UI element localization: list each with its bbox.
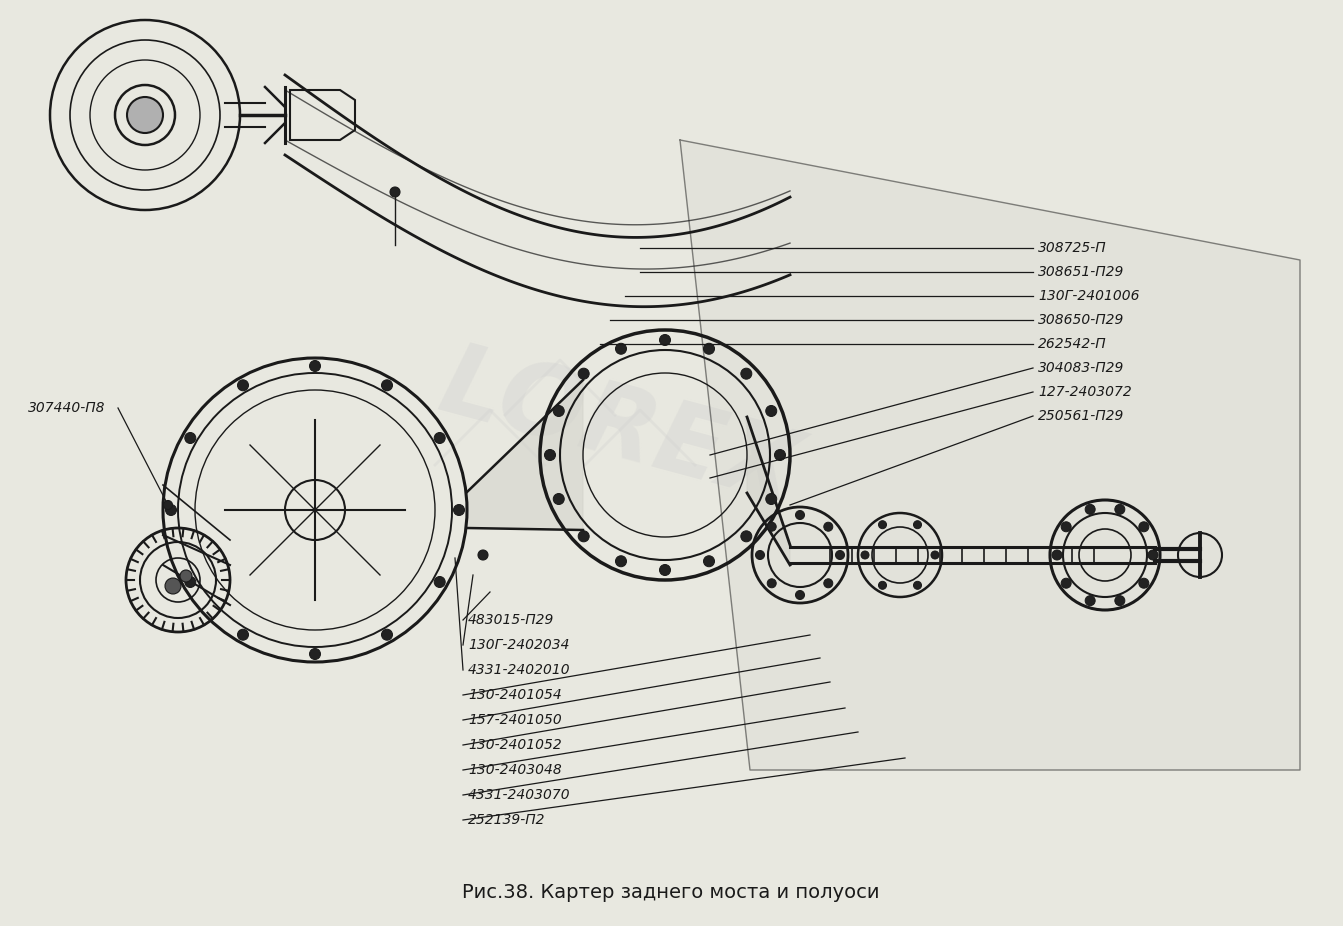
Text: 308651-П29: 308651-П29 xyxy=(1038,265,1124,279)
Text: 4331-2402010: 4331-2402010 xyxy=(467,663,571,677)
Text: 262542-П: 262542-П xyxy=(1038,337,1107,351)
Text: 252139-П2: 252139-П2 xyxy=(467,813,545,827)
Circle shape xyxy=(767,579,776,588)
Circle shape xyxy=(165,505,176,516)
Circle shape xyxy=(741,531,752,542)
Circle shape xyxy=(861,551,869,559)
Circle shape xyxy=(1061,521,1072,532)
Circle shape xyxy=(931,551,939,559)
Text: 4331-2403070: 4331-2403070 xyxy=(467,788,571,802)
Circle shape xyxy=(434,432,446,444)
Circle shape xyxy=(1115,505,1125,514)
Circle shape xyxy=(1061,578,1072,588)
Circle shape xyxy=(381,629,392,640)
Text: 127-2403072: 127-2403072 xyxy=(1038,385,1132,399)
Circle shape xyxy=(389,187,400,197)
Circle shape xyxy=(238,629,248,640)
Circle shape xyxy=(1139,521,1148,532)
Circle shape xyxy=(381,380,392,391)
Circle shape xyxy=(579,369,590,379)
Circle shape xyxy=(553,494,564,505)
Circle shape xyxy=(434,577,446,587)
Circle shape xyxy=(1139,578,1148,588)
Circle shape xyxy=(767,522,776,532)
Circle shape xyxy=(1085,505,1095,514)
Circle shape xyxy=(823,522,833,532)
Text: 308725-П: 308725-П xyxy=(1038,241,1107,255)
Circle shape xyxy=(1085,595,1095,606)
Text: 157-2401050: 157-2401050 xyxy=(467,713,561,727)
Text: 130Г-2401006: 130Г-2401006 xyxy=(1038,289,1139,303)
Circle shape xyxy=(878,582,886,589)
Circle shape xyxy=(1115,595,1125,606)
Circle shape xyxy=(454,505,465,516)
Circle shape xyxy=(704,344,714,355)
Circle shape xyxy=(913,520,921,529)
Circle shape xyxy=(553,406,564,417)
Circle shape xyxy=(795,591,804,599)
Circle shape xyxy=(164,500,172,509)
Circle shape xyxy=(478,550,488,560)
Circle shape xyxy=(766,494,776,505)
Circle shape xyxy=(913,582,921,589)
Circle shape xyxy=(615,344,626,355)
Text: 130-2403048: 130-2403048 xyxy=(467,763,561,777)
Text: 307440-П8: 307440-П8 xyxy=(28,401,106,415)
Circle shape xyxy=(659,334,670,345)
Circle shape xyxy=(1052,550,1062,560)
Circle shape xyxy=(756,550,764,559)
Circle shape xyxy=(835,550,845,559)
Circle shape xyxy=(741,369,752,379)
Polygon shape xyxy=(747,417,790,565)
Circle shape xyxy=(238,380,248,391)
Circle shape xyxy=(185,577,196,587)
Text: 130Г-2402034: 130Г-2402034 xyxy=(467,638,569,652)
Circle shape xyxy=(659,565,670,575)
Polygon shape xyxy=(680,140,1300,770)
Circle shape xyxy=(795,510,804,519)
Circle shape xyxy=(309,648,321,659)
Circle shape xyxy=(165,578,181,594)
Circle shape xyxy=(878,520,886,529)
Text: 250561-П29: 250561-П29 xyxy=(1038,409,1124,423)
Text: 483015-П29: 483015-П29 xyxy=(467,613,555,627)
Circle shape xyxy=(579,531,590,542)
Circle shape xyxy=(775,449,786,460)
Text: 130-2401054: 130-2401054 xyxy=(467,688,561,702)
Text: Рис.38. Картер заднего моста и полуоси: Рис.38. Картер заднего моста и полуоси xyxy=(462,883,880,903)
Polygon shape xyxy=(467,380,583,530)
Text: LOREX: LOREX xyxy=(430,335,810,524)
Circle shape xyxy=(615,556,626,567)
Circle shape xyxy=(704,556,714,567)
Circle shape xyxy=(185,432,196,444)
Circle shape xyxy=(544,449,556,460)
Text: 308650-П29: 308650-П29 xyxy=(1038,313,1124,327)
Text: 304083-П29: 304083-П29 xyxy=(1038,361,1124,375)
Circle shape xyxy=(128,97,163,133)
Circle shape xyxy=(823,579,833,588)
Text: 130-2401052: 130-2401052 xyxy=(467,738,561,752)
Circle shape xyxy=(1148,550,1158,560)
Circle shape xyxy=(309,360,321,371)
Circle shape xyxy=(180,570,192,582)
Circle shape xyxy=(766,406,776,417)
